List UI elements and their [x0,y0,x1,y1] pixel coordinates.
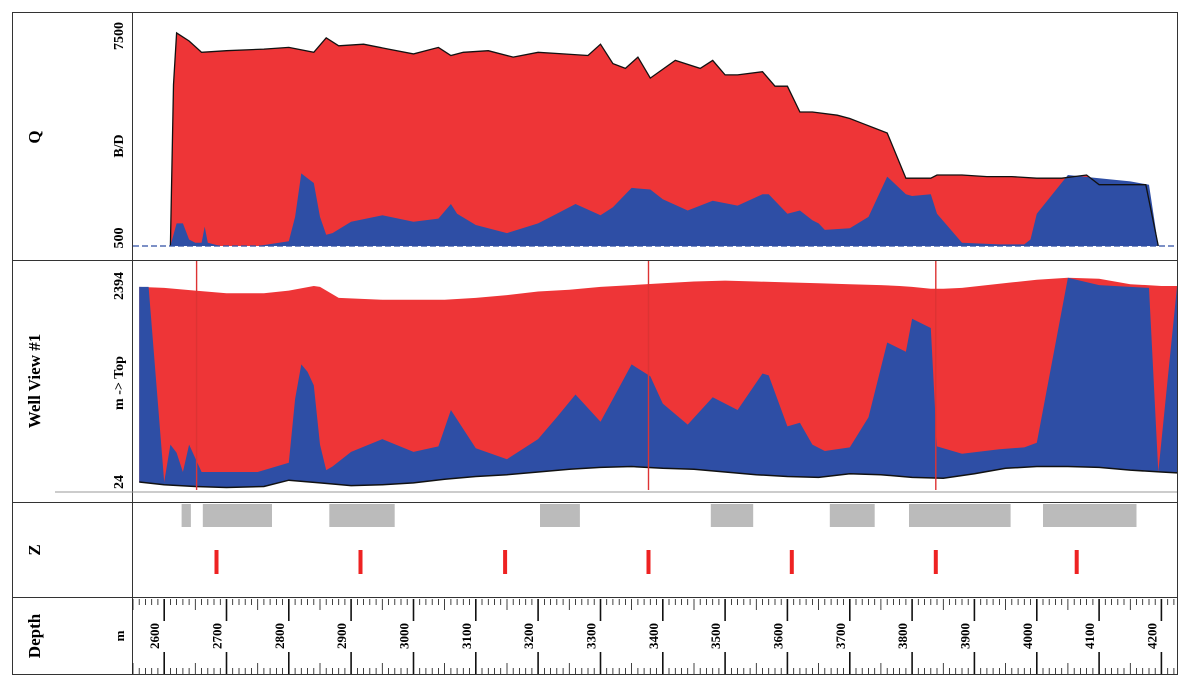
z-interval-block [181,504,191,527]
z-interval-block [829,504,875,527]
depth-tick-label: 2700 [210,623,225,649]
depth-tick-label: 2600 [147,623,162,649]
depth-tick-label: 3800 [895,623,910,649]
z-marker [933,550,938,574]
z-marker [214,550,219,574]
z-marker [1074,550,1079,574]
depth-tick-label: 3400 [646,623,661,649]
depth-tick-label: 3600 [770,623,785,649]
q-y-max-label: 7500 [112,22,127,50]
depth-tick-label: 3200 [521,623,536,649]
q-y-min-label: 500 [112,228,127,249]
depth-tick-label: 3500 [708,623,723,649]
z-track-title: Z [25,544,44,555]
q-water-area [170,173,1159,246]
depth-tick-label: 3100 [459,623,474,649]
z-interval-block [202,504,272,527]
q-total-outline [169,31,1159,247]
depth-reference-lines [195,261,937,490]
q-track-title: Q [25,130,44,143]
well-view-plot [55,277,1178,493]
z-marker [358,550,363,574]
q-total-area [170,32,1159,247]
well-y-max-label: 2394 [112,272,127,300]
depth-tick-label: 3300 [584,623,599,649]
figure-border [12,12,1178,675]
depth-track-title: Depth [25,613,44,658]
depth-ruler: 2600 2700 2800 2900 3000 3100 3200 3300 3400 3500… [132,599,1175,674]
z-plot [181,504,1137,574]
z-interval-block [540,504,580,527]
depth-unit-label: m [112,630,127,641]
z-marker [646,550,651,574]
depth-tick-label: 4100 [1082,623,1097,649]
well-unit-label: m -> Top [112,356,127,410]
depth-tick-label: 4200 [1144,623,1159,649]
z-interval-block [710,504,754,527]
well-bottom-outline [139,465,1178,489]
depth-tick-label: 2800 [272,623,287,649]
depth-tick-label: 3900 [957,623,972,649]
depth-tick-label: 4000 [1020,623,1035,649]
z-marker [789,550,794,574]
well-track-title: Well View #1 [25,334,44,428]
z-interval-block [329,504,395,527]
z-marker [503,550,508,574]
q-unit-label: B/D [112,134,127,157]
depth-tick-label: 3000 [397,623,412,649]
z-interval-block [909,504,1011,527]
well-water-area [139,277,1178,488]
q-plot [133,31,1177,247]
depth-tick-label: 2900 [334,623,349,649]
well-y-min-label: 24 [112,475,127,489]
z-interval-block [1043,504,1137,527]
depth-tick-label: 3700 [833,623,848,649]
